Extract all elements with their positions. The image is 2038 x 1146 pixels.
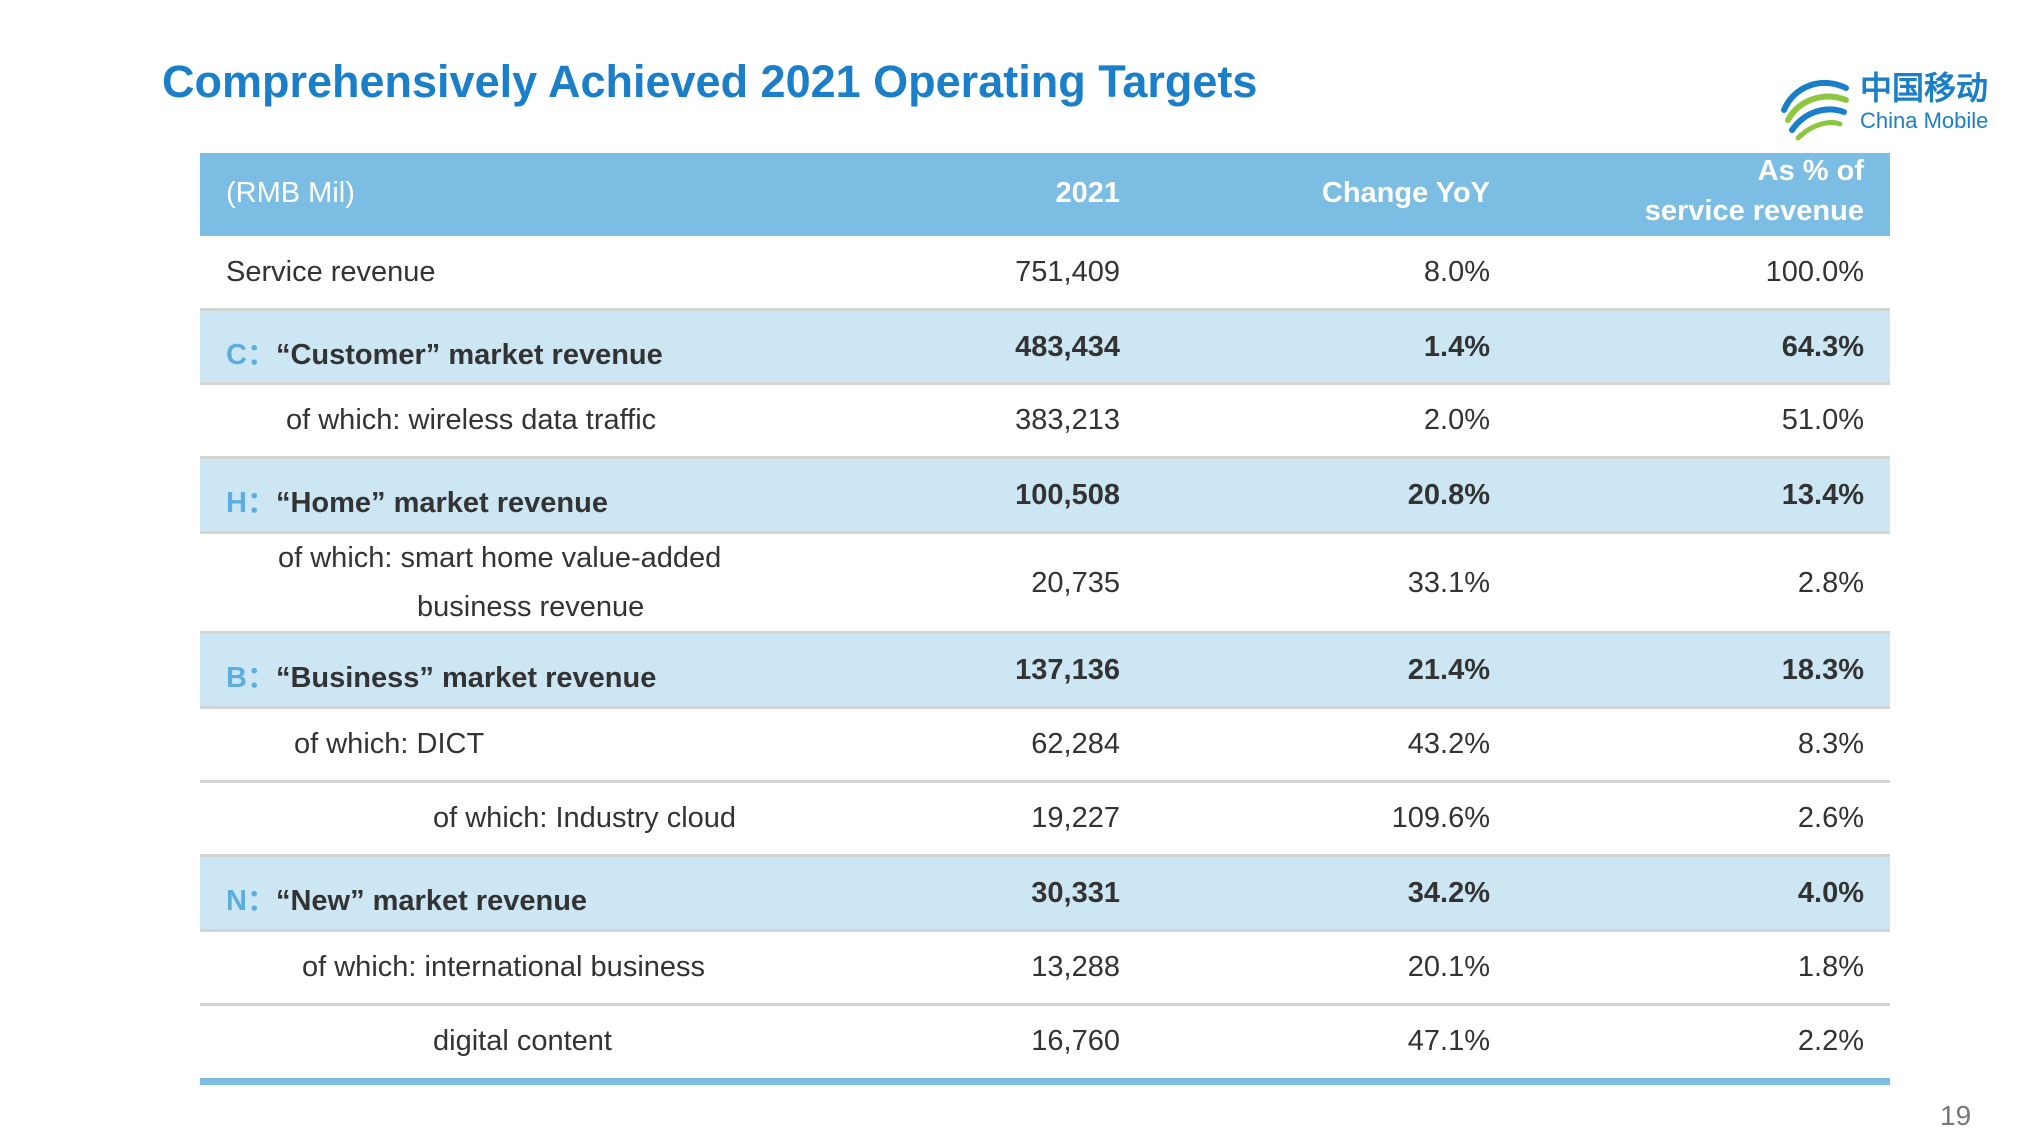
header-pct-line1: As % of (1757, 155, 1864, 187)
segment-label: “Customer” market revenue (275, 339, 663, 371)
row-label: Service revenue (226, 256, 436, 288)
row-value-2021: 20,735 (1031, 567, 1120, 599)
row-change-yoy: 33.1% (1407, 567, 1490, 599)
row-value-2021: 137,136 (1015, 654, 1120, 686)
row-pct-service: 13.4% (1781, 479, 1864, 511)
table-row: of which: international business 13,288 … (200, 932, 1890, 1006)
row-change-yoy: 20.1% (1407, 951, 1490, 983)
row-label: B：“Business” market revenue (226, 654, 656, 696)
row-pct-service: 2.2% (1797, 1025, 1864, 1057)
row-label: of which: international business (302, 951, 706, 983)
segment-prefix: H： (226, 487, 276, 519)
segment-prefix: B： (226, 662, 276, 694)
row-pct-service: 8.3% (1797, 728, 1864, 760)
row-label: C：“Customer” market revenue (226, 331, 663, 373)
header-pct-line2: service revenue (1644, 195, 1864, 227)
row-label-line1: of which: smart home value-added (278, 542, 722, 574)
row-change-yoy: 1.4% (1423, 331, 1490, 363)
row-value-2021: 16,760 (1031, 1025, 1120, 1057)
table-row: of which: Industry cloud 19,227 109.6% 2… (200, 783, 1890, 857)
header-unit: (RMB Mil) (226, 177, 355, 209)
row-label: of which: Industry cloud (433, 802, 737, 834)
table-row: of which: DICT 62,284 43.2% 8.3% (200, 709, 1890, 783)
segment-label: “New” market revenue (275, 885, 588, 917)
segment-label: “Business” market revenue (275, 662, 657, 694)
table-row: Service revenue 751,409 8.0% 100.0% (200, 236, 1890, 311)
row-change-yoy: 20.8% (1407, 479, 1490, 511)
row-change-yoy: 109.6% (1391, 802, 1490, 834)
row-change-yoy: 47.1% (1407, 1025, 1490, 1057)
row-pct-service: 100.0% (1765, 256, 1864, 288)
row-change-yoy: 21.4% (1407, 654, 1490, 686)
logo-english-text: China Mobile (1860, 108, 1989, 133)
revenue-table: (RMB Mil) 2021 Change YoY As % of servic… (200, 153, 1890, 1085)
row-label: H：“Home” market revenue (226, 479, 608, 521)
segment-prefix: N： (226, 885, 276, 917)
row-change-yoy: 43.2% (1407, 728, 1490, 760)
header-change-yoy: Change YoY (1321, 177, 1490, 209)
row-pct-service: 2.6% (1797, 802, 1864, 834)
china-mobile-logo-icon (1781, 79, 1849, 141)
segment-prefix: C： (226, 339, 276, 371)
row-value-2021: 751,409 (1015, 256, 1120, 288)
table-row-segment-new: N：“New” market revenue 30,331 34.2% 4.0% (200, 857, 1890, 932)
row-label: N：“New” market revenue (226, 877, 587, 919)
table-row-segment-customer: C：“Customer” market revenue 483,434 1.4%… (200, 311, 1890, 385)
segment-label: “Home” market revenue (275, 487, 608, 519)
row-value-2021: 62,284 (1031, 728, 1120, 760)
row-value-2021: 30,331 (1031, 877, 1120, 909)
row-pct-service: 51.0% (1781, 404, 1864, 436)
row-label: digital content (433, 1025, 612, 1057)
row-label: of which: DICT (294, 728, 485, 760)
table-row: of which: smart home value-added busines… (200, 534, 1890, 634)
table-row: of which: wireless data traffic 383,213 … (200, 385, 1890, 459)
table-row: digital content 16,760 47.1% 2.2% (200, 1006, 1890, 1085)
row-label: of which: wireless data traffic (286, 404, 657, 436)
table-row-segment-home: H：“Home” market revenue 100,508 20.8% 13… (200, 459, 1890, 534)
row-value-2021: 19,227 (1031, 802, 1120, 834)
page-title: Comprehensively Achieved 2021 Operating … (162, 56, 1258, 107)
row-change-yoy: 8.0% (1423, 256, 1490, 288)
row-pct-service: 1.8% (1797, 951, 1864, 983)
header-2021: 2021 (1055, 177, 1120, 209)
row-change-yoy: 34.2% (1407, 877, 1490, 909)
row-label-line2: business revenue (417, 591, 645, 623)
china-mobile-logo: 中国移动 China Mobile (1776, 64, 1996, 142)
row-value-2021: 100,508 (1015, 479, 1120, 511)
table-row-segment-business: B：“Business” market revenue 137,136 21.4… (200, 634, 1890, 709)
page-number: 19 (1940, 1100, 1972, 1131)
row-value-2021: 13,288 (1031, 951, 1120, 983)
row-change-yoy: 2.0% (1423, 404, 1490, 436)
row-value-2021: 483,434 (1015, 331, 1120, 363)
row-pct-service: 2.8% (1797, 567, 1864, 599)
row-pct-service: 18.3% (1781, 654, 1864, 686)
row-pct-service: 4.0% (1797, 877, 1864, 909)
table-header: (RMB Mil) 2021 Change YoY As % of servic… (200, 153, 1890, 236)
row-pct-service: 64.3% (1781, 331, 1864, 363)
logo-chinese-text: 中国移动 (1860, 69, 1989, 107)
row-value-2021: 383,213 (1015, 404, 1120, 436)
